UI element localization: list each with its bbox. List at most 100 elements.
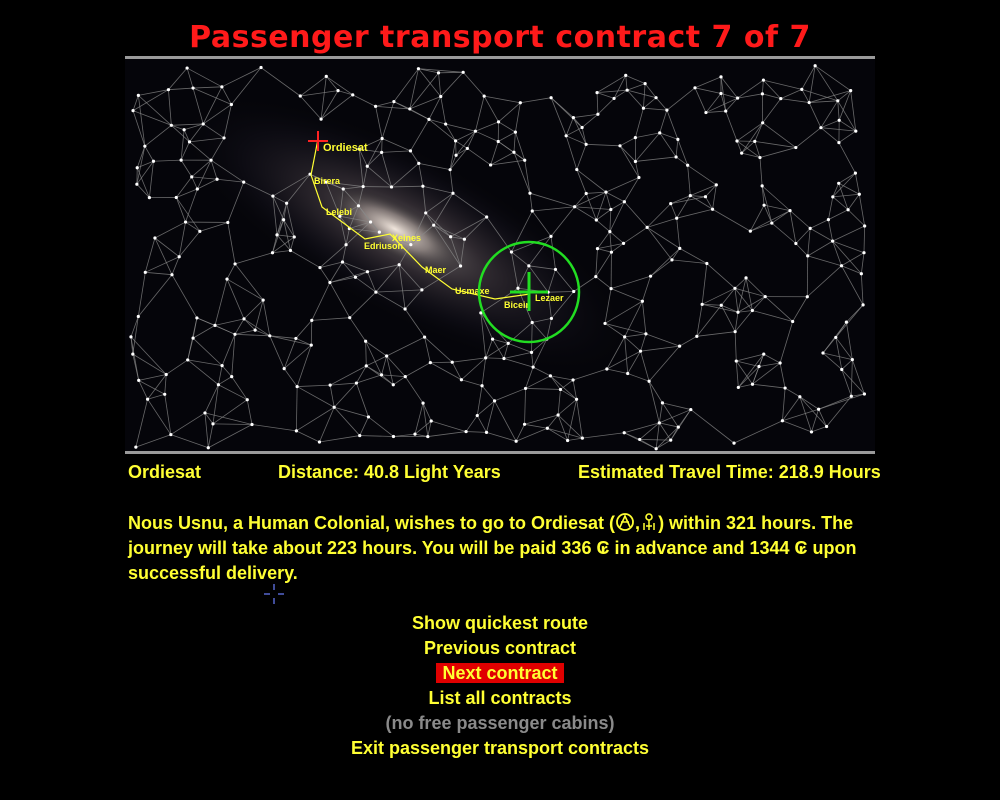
star-system[interactable] <box>222 136 226 140</box>
star-system[interactable] <box>553 267 558 272</box>
star-system[interactable] <box>191 336 195 340</box>
star-system[interactable] <box>146 397 150 401</box>
star-system[interactable] <box>453 139 458 143</box>
star-system[interactable] <box>622 200 626 204</box>
star-system[interactable] <box>213 323 217 327</box>
star-system[interactable] <box>849 394 853 398</box>
star-system[interactable] <box>166 88 171 92</box>
star-system[interactable] <box>859 272 863 276</box>
star-system[interactable] <box>750 382 755 386</box>
star-system[interactable] <box>798 395 802 399</box>
star-system[interactable] <box>840 367 844 372</box>
star-system[interactable] <box>422 335 427 339</box>
star-system[interactable] <box>374 104 378 108</box>
star-system[interactable] <box>250 422 254 427</box>
star-system[interactable] <box>409 243 413 247</box>
star-system[interactable] <box>603 321 607 326</box>
star-system[interactable] <box>318 265 322 270</box>
star-system[interactable] <box>674 155 678 159</box>
star-system[interactable] <box>374 290 378 294</box>
star-system[interactable] <box>408 107 412 111</box>
star-system[interactable] <box>220 364 224 368</box>
star-system[interactable] <box>861 303 865 307</box>
star-system[interactable] <box>763 294 767 299</box>
star-system[interactable] <box>380 136 384 141</box>
star-system[interactable] <box>391 383 395 387</box>
star-system[interactable] <box>270 251 275 255</box>
star-system[interactable] <box>622 431 626 435</box>
star-system[interactable] <box>459 378 464 382</box>
star-system[interactable] <box>513 130 517 134</box>
star-system[interactable] <box>609 287 613 291</box>
star-system[interactable] <box>523 158 527 162</box>
star-system[interactable] <box>454 153 458 157</box>
star-system[interactable] <box>530 209 534 213</box>
star-system[interactable] <box>271 194 275 198</box>
star-system[interactable] <box>824 424 829 429</box>
star-system[interactable] <box>660 401 665 405</box>
star-system[interactable] <box>846 208 850 212</box>
star-system[interactable] <box>129 335 133 339</box>
star-system[interactable] <box>638 349 643 353</box>
star-system[interactable] <box>288 248 293 253</box>
star-system[interactable] <box>813 64 817 68</box>
star-system[interactable] <box>480 384 484 388</box>
star-system[interactable] <box>403 375 407 379</box>
star-system[interactable] <box>837 140 841 145</box>
star-system[interactable] <box>195 316 199 320</box>
star-system[interactable] <box>242 317 246 321</box>
star-system[interactable] <box>426 434 430 439</box>
star-system[interactable] <box>621 241 626 245</box>
star-system[interactable] <box>574 397 579 401</box>
star-system[interactable] <box>854 129 858 133</box>
star-system[interactable] <box>448 168 452 172</box>
star-system[interactable] <box>416 67 421 71</box>
star-system[interactable] <box>806 254 810 258</box>
star-system[interactable] <box>740 151 744 155</box>
star-system[interactable] <box>657 421 661 425</box>
star-system[interactable] <box>670 258 674 262</box>
star-system[interactable] <box>186 358 190 362</box>
star-system[interactable] <box>245 398 249 402</box>
star-system[interactable] <box>397 263 401 267</box>
star-system[interactable] <box>647 379 651 383</box>
star-system[interactable] <box>633 136 637 140</box>
star-system[interactable] <box>633 159 638 164</box>
star-system[interactable] <box>253 328 257 332</box>
star-system[interactable] <box>735 139 739 143</box>
star-system[interactable] <box>351 93 355 97</box>
star-system[interactable] <box>549 96 553 100</box>
star-system[interactable] <box>328 383 332 387</box>
star-system[interactable] <box>678 344 682 348</box>
star-system[interactable] <box>361 184 365 189</box>
star-system[interactable] <box>807 100 811 105</box>
star-system[interactable] <box>203 411 207 415</box>
star-system[interactable] <box>449 235 453 239</box>
star-system[interactable] <box>365 164 369 168</box>
star-system[interactable] <box>863 224 867 228</box>
star-system[interactable] <box>324 180 328 184</box>
star-system[interactable] <box>174 195 178 200</box>
star-system[interactable] <box>492 399 497 403</box>
star-system[interactable] <box>319 117 323 121</box>
star-system[interactable] <box>282 367 286 371</box>
star-system[interactable] <box>605 367 609 371</box>
star-system[interactable] <box>336 89 340 93</box>
star-system[interactable] <box>733 330 737 334</box>
star-system[interactable] <box>489 163 493 167</box>
star-system[interactable] <box>512 150 516 154</box>
star-system[interactable] <box>584 191 588 196</box>
star-system[interactable] <box>719 303 723 307</box>
star-system[interactable] <box>432 223 436 227</box>
star-system[interactable] <box>529 350 534 354</box>
star-system[interactable] <box>211 422 215 426</box>
star-system[interactable] <box>850 358 854 362</box>
star-system[interactable] <box>641 106 646 110</box>
star-system[interactable] <box>819 126 823 130</box>
star-system[interactable] <box>506 341 510 345</box>
star-system[interactable] <box>380 150 384 154</box>
exit-contracts-button[interactable]: Exit passenger transport contracts <box>0 736 1000 761</box>
star-system[interactable] <box>760 92 764 96</box>
galaxy-map[interactable]: Ordiesat Birera Lelebi Xeines Edriuson M… <box>125 59 875 451</box>
star-system[interactable] <box>695 334 699 338</box>
